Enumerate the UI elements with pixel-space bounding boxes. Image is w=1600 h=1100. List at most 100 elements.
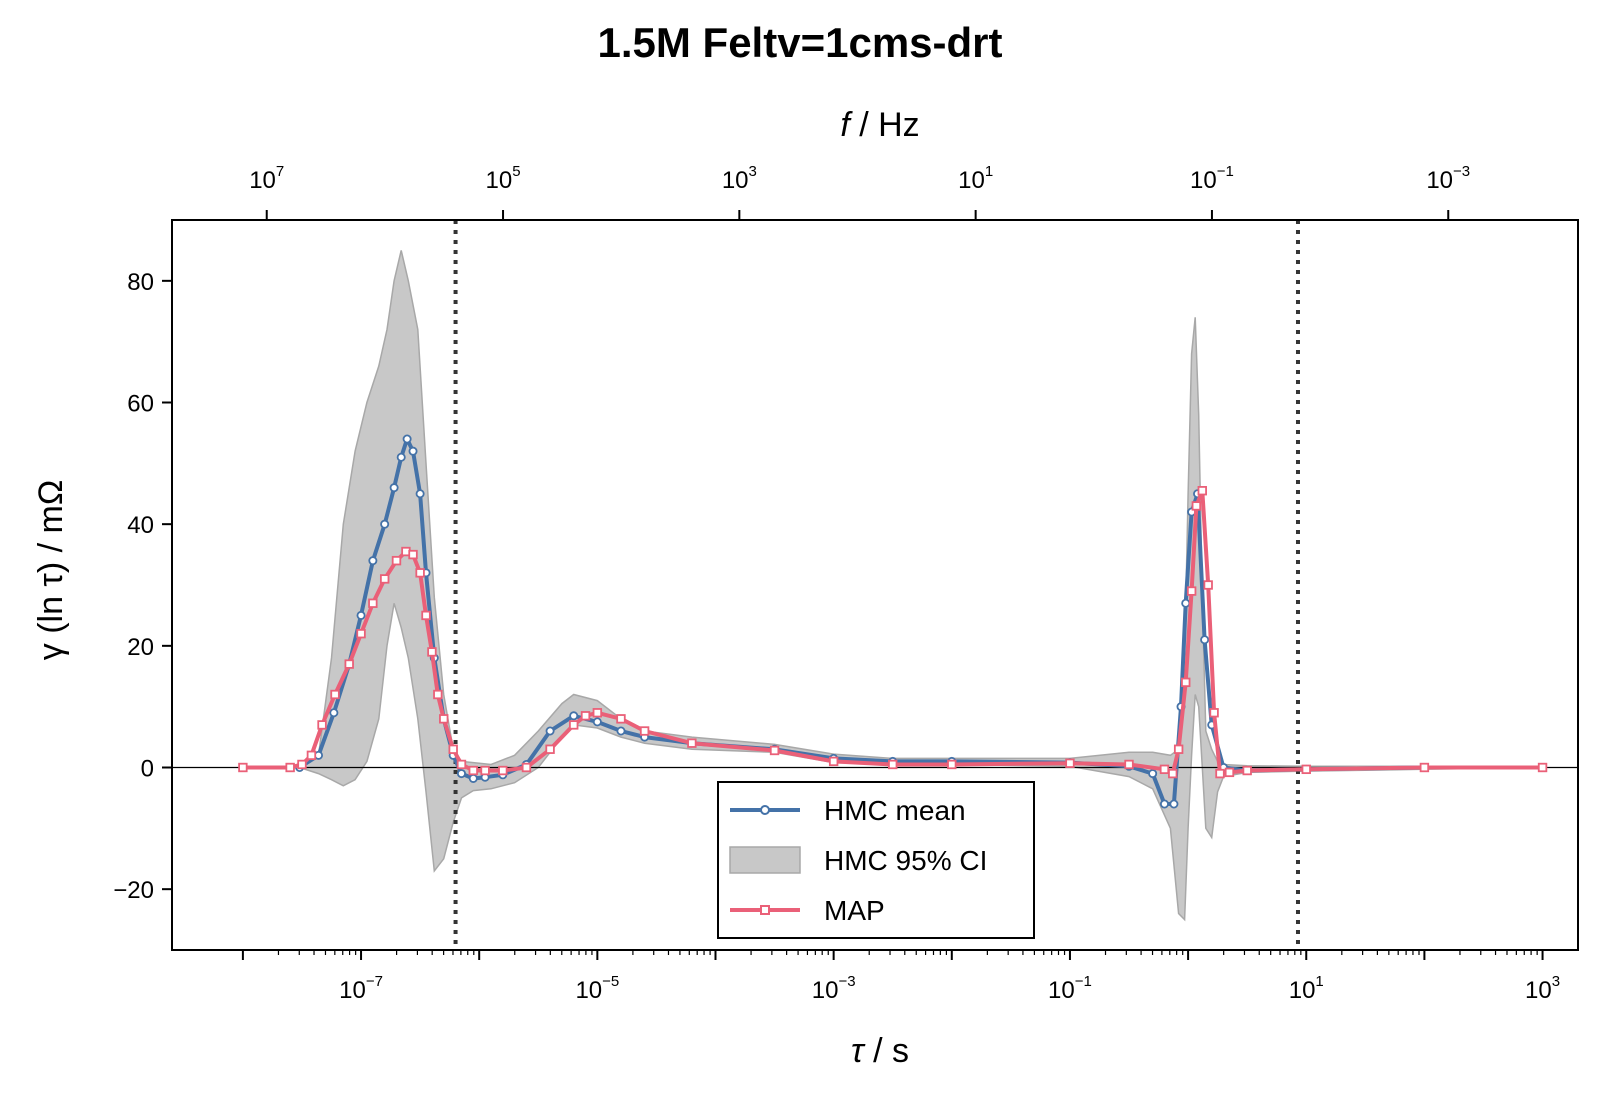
- hmc-mean-point: [1181, 598, 1191, 608]
- map-line: [242, 488, 1543, 776]
- map-point: [580, 711, 591, 721]
- hmc-mean-point: [545, 726, 555, 736]
- map-point: [433, 689, 443, 700]
- map-point: [480, 765, 490, 776]
- map-point: [639, 726, 650, 736]
- y-axis-label: γ (ln τ) / mΩ: [32, 480, 70, 661]
- map-point: [1419, 762, 1430, 773]
- x-axis-label-symbol: τ: [851, 1032, 866, 1070]
- map-point: [456, 759, 467, 770]
- top-x-tick-label: 103: [722, 163, 757, 194]
- hmc-mean-point: [380, 519, 390, 529]
- map-point: [1197, 486, 1207, 496]
- map-point: [1224, 767, 1235, 778]
- map-point: [616, 714, 626, 724]
- map-point: [439, 714, 449, 724]
- map-point: [1124, 759, 1134, 770]
- top-x-tick-label: 10−3: [1426, 163, 1470, 194]
- map-point: [330, 689, 340, 700]
- map-point: [1209, 708, 1219, 718]
- map-point: [368, 598, 378, 608]
- map-point: [448, 744, 458, 754]
- hmc-mean-point: [1169, 799, 1179, 809]
- x-axis-title: τ / s: [851, 1032, 909, 1070]
- map-point: [297, 759, 307, 770]
- hmc-mean-point: [1148, 769, 1158, 779]
- top-x-tick-label: 105: [486, 163, 521, 194]
- legend-ci-swatch: [729, 846, 801, 874]
- hmc-mean-line: [298, 437, 1543, 806]
- map-point: [415, 568, 425, 578]
- map-point: [888, 759, 898, 770]
- map-point: [1168, 768, 1178, 779]
- y-tick-label: 0: [141, 756, 154, 783]
- plot-area: [172, 220, 1578, 950]
- hmc-mean-point: [368, 556, 378, 566]
- hmc-mean-point: [356, 610, 366, 620]
- y-tick-label: 60: [127, 391, 154, 418]
- x-tick-label: 10−5: [575, 973, 619, 1004]
- map-point: [238, 762, 248, 773]
- y-tick-label: 80: [127, 269, 154, 296]
- map-point: [317, 720, 327, 730]
- legend-hmc-mean-marker: [760, 805, 770, 815]
- map-point: [1173, 744, 1184, 754]
- x-tick-label: 103: [1525, 973, 1560, 1004]
- legend: HMC mean HMC 95% CI MAP: [717, 781, 1035, 939]
- legend-entry-label: HMC mean: [824, 795, 966, 826]
- hmc-mean-point: [329, 708, 339, 718]
- hmc-mean-point: [592, 717, 602, 727]
- hmc-mean-point: [396, 452, 406, 462]
- map-point: [769, 745, 780, 756]
- map-point: [569, 720, 579, 730]
- map-point: [379, 574, 390, 584]
- y-tick-label: 40: [127, 512, 154, 539]
- map-point: [1242, 765, 1252, 776]
- map-point: [1159, 764, 1170, 775]
- map-point: [828, 756, 839, 767]
- x-tick-label: 10−3: [812, 973, 856, 1004]
- hmc-mean-point: [1200, 635, 1210, 645]
- legend-entry-label: MAP: [824, 895, 885, 926]
- top-x-tick-label: 10−1: [1190, 163, 1234, 194]
- hmc-mean-point: [389, 483, 399, 493]
- map-point: [285, 762, 295, 773]
- svg-text:τ / s: τ / s: [851, 1032, 909, 1070]
- map-point: [1181, 677, 1191, 688]
- hmc-mean-point: [1159, 799, 1169, 809]
- map-point: [1191, 501, 1202, 511]
- hmc-mean-point: [569, 711, 579, 721]
- plot-frame: [171, 219, 1579, 951]
- y-tick-label: 20: [127, 634, 154, 661]
- map-point: [545, 744, 555, 754]
- hmc-mean-point: [456, 769, 466, 779]
- legend-entry-label: HMC 95% CI: [824, 845, 987, 876]
- map-point: [1301, 764, 1311, 775]
- x-tick-label: 10−7: [339, 973, 383, 1004]
- map-point: [468, 765, 478, 776]
- x-tick-label: 10−1: [1048, 973, 1092, 1004]
- top-x-tick-label: 101: [958, 163, 993, 194]
- map-point: [427, 647, 437, 657]
- chart-title: 1.5M Feltv=1cms-drt: [598, 19, 1003, 66]
- axes: −20 0 20 40 60 80 10−7 10−5 10−3 10−1 101 103 107 105…: [113, 163, 1579, 1004]
- svg-text:f / Hz: f / Hz: [840, 106, 919, 144]
- map-point: [947, 759, 957, 770]
- hmc-mean-point: [468, 773, 478, 783]
- map-point: [1215, 768, 1225, 779]
- legend-map-marker: [760, 905, 770, 915]
- top-x-tick-label: 107: [249, 163, 284, 194]
- map-point: [521, 762, 532, 773]
- top-axis-title: f / Hz: [840, 106, 919, 144]
- map-point: [391, 555, 402, 566]
- x-axis-label-unit: / s: [864, 1032, 909, 1070]
- y-tick-label: −20: [113, 877, 154, 904]
- map-point: [356, 628, 366, 639]
- map-point: [408, 549, 418, 560]
- map-point: [592, 708, 603, 718]
- hmc-mean-point: [415, 489, 425, 499]
- x-tick-label: 101: [1289, 973, 1324, 1004]
- map-point: [1203, 580, 1213, 590]
- map-point: [1537, 762, 1548, 773]
